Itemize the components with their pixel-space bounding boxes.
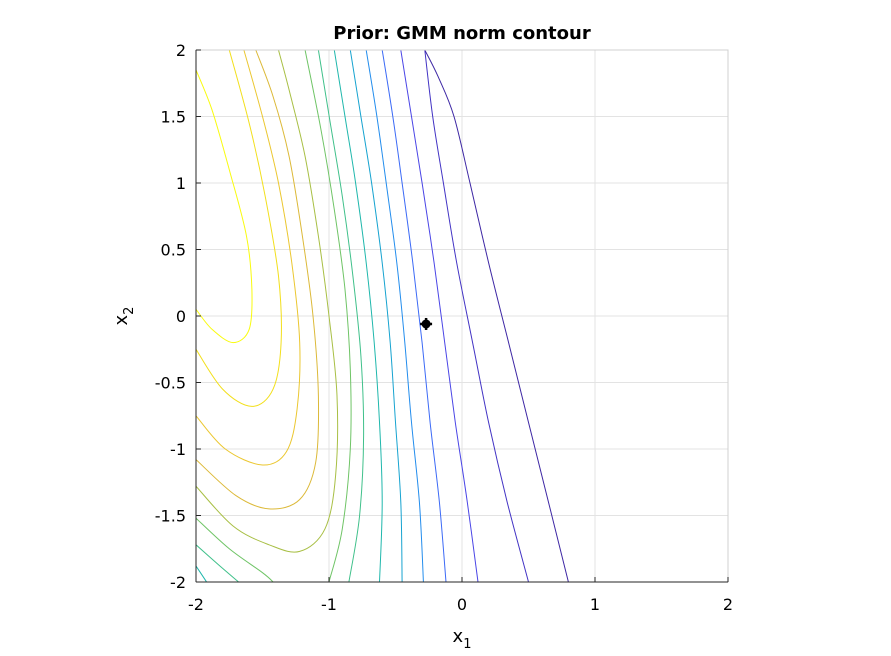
contour-line-level-2 (196, 50, 301, 466)
contour-line-level-6 (317, 50, 365, 582)
contour-line-level-5 (304, 50, 352, 582)
contour-line-level-13 (424, 50, 569, 582)
contour-line-level-12 (424, 50, 529, 582)
x-tick-label: 0 (457, 595, 467, 614)
contour-line-level-7 (333, 50, 383, 582)
y-tick-label: -1.5 (155, 507, 186, 526)
contour-line-level-7 (196, 565, 208, 582)
contour-line-level-5 (196, 517, 274, 582)
y-tick-label: 0.5 (161, 241, 186, 260)
y-ticks: -2 -1.5 -1 -0.5 0 0.5 1 1.5 2 (155, 41, 201, 592)
y-tick-label: -0.5 (155, 374, 186, 393)
y-tick-label: 0 (176, 307, 186, 326)
y-axis-label-base: x (111, 314, 132, 325)
y-tick-label: 1 (176, 174, 186, 193)
contour-line-level-0 (196, 69, 253, 344)
y-tick-label: -2 (170, 573, 186, 592)
x-axis-label: x1 (453, 626, 472, 652)
x-tick-label: -1 (321, 595, 337, 614)
contour-line-level-4 (196, 50, 339, 553)
contour-line-level-1 (196, 50, 282, 407)
x-tick-label: -2 (188, 595, 204, 614)
contour-line-level-9 (365, 50, 424, 582)
x-tick-label: 2 (723, 595, 733, 614)
x-tick-label: 1 (590, 595, 600, 614)
contour-lines (196, 50, 569, 582)
y-tick-label: 2 (176, 41, 186, 60)
marker-layer (420, 317, 433, 330)
x-ticks: -2 -1 0 1 2 (188, 577, 733, 614)
y-tick-label: 1.5 (161, 108, 186, 127)
y-tick-label: -1 (170, 440, 186, 459)
x-axis-label-base: x (453, 626, 464, 647)
x-axis-label-sub: 1 (463, 637, 471, 652)
y-axis-label: x2 (111, 307, 137, 326)
y-axis-label-sub: 2 (122, 307, 137, 315)
contour-line-level-11 (400, 50, 479, 582)
contour-line-level-6 (196, 544, 240, 582)
chart-title: Prior: GMM norm contour (333, 23, 591, 44)
contour-line-level-3 (196, 50, 320, 510)
contour-line-level-10 (381, 50, 447, 582)
contour-line-level-8 (349, 50, 403, 582)
